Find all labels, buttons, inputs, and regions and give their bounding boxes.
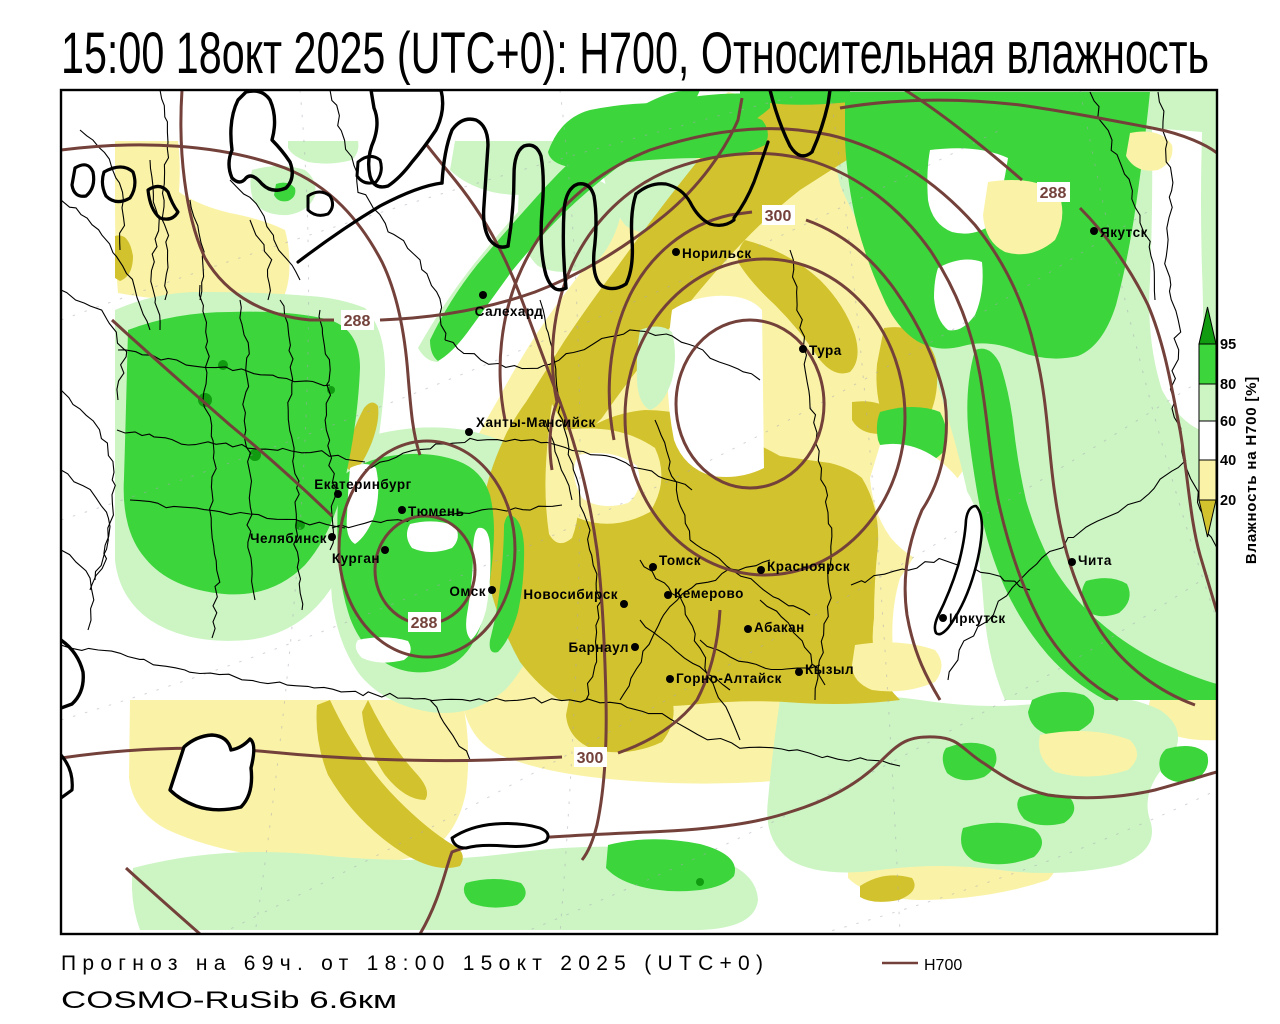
svg-text:Тура: Тура <box>809 343 842 358</box>
svg-text:Екатеринбург: Екатеринбург <box>314 477 411 492</box>
svg-text:Челябинск: Челябинск <box>250 531 327 546</box>
svg-text:Якутск: Якутск <box>1100 225 1148 240</box>
svg-text:Горно-Алтайск: Горно-Алтайск <box>676 671 782 686</box>
svg-text:Барнаул: Барнаул <box>568 640 629 655</box>
svg-text:288: 288 <box>1040 185 1067 202</box>
svg-text:Тюмень: Тюмень <box>408 504 464 519</box>
svg-text:288: 288 <box>344 313 371 330</box>
svg-text:60: 60 <box>1220 414 1236 430</box>
svg-text:40: 40 <box>1220 453 1236 469</box>
svg-text:Новосибирск: Новосибирск <box>523 587 618 602</box>
svg-text:300: 300 <box>577 750 604 767</box>
svg-text:288: 288 <box>411 615 438 632</box>
svg-text:Кемерово: Кемерово <box>674 586 744 601</box>
svg-text:Абакан: Абакан <box>754 620 805 635</box>
svg-text:15:00 18окт 2025 (UTC+0): H700: 15:00 18окт 2025 (UTC+0): H700, Относите… <box>61 21 1209 86</box>
svg-text:95: 95 <box>1220 337 1236 353</box>
svg-text:Ханты-Мансийск: Ханты-Мансийск <box>476 415 596 430</box>
svg-text:Влажность на H700 [%]: Влажность на H700 [%] <box>1243 376 1260 564</box>
svg-text:Салехард: Салехард <box>475 304 544 319</box>
svg-text:80: 80 <box>1220 377 1236 393</box>
svg-text:Омск: Омск <box>449 584 486 599</box>
svg-text:20: 20 <box>1220 493 1236 509</box>
svg-text:Курган: Курган <box>332 551 380 566</box>
svg-text:Чита: Чита <box>1078 553 1112 568</box>
svg-text:Иркутск: Иркутск <box>949 611 1006 626</box>
svg-text:300: 300 <box>765 208 792 225</box>
svg-text:Томск: Томск <box>659 553 701 568</box>
svg-text:Норильск: Норильск <box>682 246 752 261</box>
svg-text:Красноярск: Красноярск <box>767 559 850 574</box>
svg-text:COSMO-RuSib 6.6км: COSMO-RuSib 6.6км <box>61 987 397 1014</box>
svg-text:H700: H700 <box>924 957 962 974</box>
svg-text:Кызыл: Кызыл <box>805 662 854 677</box>
